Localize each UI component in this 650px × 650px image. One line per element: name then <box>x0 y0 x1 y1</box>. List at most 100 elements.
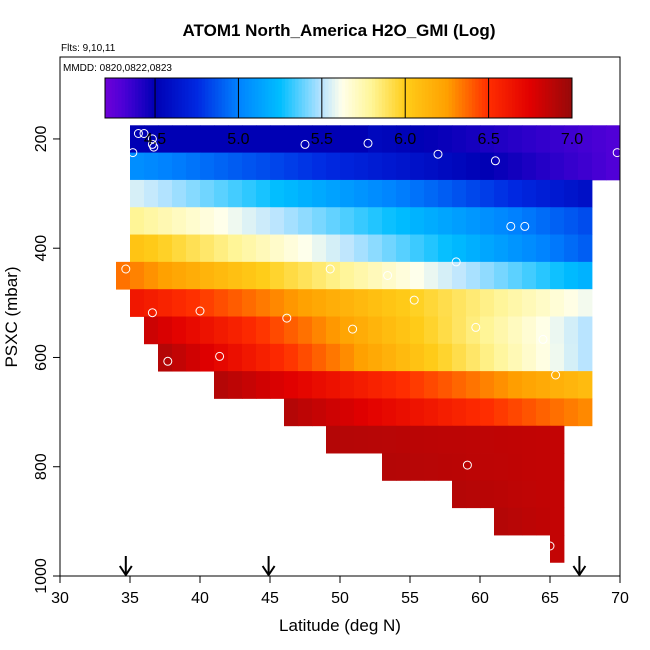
heatmap-cell <box>354 207 369 235</box>
heatmap-cell <box>424 289 439 317</box>
heatmap-cell <box>144 289 159 317</box>
colorbar-segment <box>228 78 233 118</box>
heatmap-cell <box>144 234 159 263</box>
heatmap-cell <box>508 207 523 235</box>
colorbar-segment <box>111 78 116 118</box>
heatmap-cell <box>186 261 201 290</box>
heatmap-cell <box>200 316 215 345</box>
heatmap-cell <box>214 316 229 345</box>
heatmap-cell <box>158 207 173 235</box>
data-point <box>612 148 622 158</box>
colorbar-segment <box>495 78 500 118</box>
heatmap-cell <box>438 453 453 481</box>
heatmap-cell <box>578 125 593 154</box>
data-point <box>282 313 292 323</box>
heatmap-cell <box>284 234 299 263</box>
heatmap-cell <box>550 207 565 235</box>
colorbar-segment <box>538 78 543 118</box>
heatmap-cell <box>382 316 397 345</box>
heatmap-cell <box>172 179 187 208</box>
observation-points <box>121 129 622 551</box>
heatmap-cell <box>396 289 411 317</box>
heatmap-cell <box>522 453 537 481</box>
heatmap-cell <box>410 371 425 399</box>
colorbar-segment <box>438 78 443 118</box>
heatmap-cell <box>242 289 257 317</box>
heatmap-cell <box>228 316 243 345</box>
heatmap-cell <box>326 234 341 263</box>
heatmap-cell <box>298 179 313 208</box>
heatmap-cell <box>578 371 593 399</box>
colorbar-segment <box>361 78 366 118</box>
y-axis: 200 400 600 800 1000 <box>33 126 60 594</box>
colorbar-segment <box>325 78 329 118</box>
heatmap-cell <box>494 371 509 399</box>
colorbar-segment <box>425 78 430 118</box>
heatmap-cell <box>172 289 187 317</box>
heatmap-cell <box>284 179 299 208</box>
heatmap-cell <box>284 316 299 345</box>
colorbar-segment <box>451 78 456 118</box>
colorbar-segment <box>511 78 516 118</box>
colorbar-segment <box>135 78 139 118</box>
y-tick-label: 800 <box>33 453 50 480</box>
heatmap-cell <box>256 179 271 208</box>
colorbar-segment <box>441 78 446 118</box>
heatmap-cell <box>536 207 551 235</box>
heatmap-cell <box>522 425 537 454</box>
heatmap-cell <box>536 289 551 317</box>
colorbar-segment <box>155 78 159 118</box>
colorbar-segment <box>381 78 386 118</box>
heatmap-cell <box>508 125 523 154</box>
heatmap-cell <box>242 343 257 372</box>
colorbar-segment <box>375 78 380 118</box>
heatmap-cell <box>522 152 537 181</box>
heatmap-cell <box>494 179 509 208</box>
heatmap-cell <box>354 289 369 317</box>
arrow-head <box>261 565 276 577</box>
heatmap-cell <box>354 261 369 290</box>
x-tick-label: 45 <box>261 590 279 607</box>
heatmap-cell <box>214 152 229 181</box>
colorbar-tick-label: 6.5 <box>477 131 499 148</box>
colorbar-segment <box>151 78 156 118</box>
heatmap-cell <box>242 371 257 399</box>
heatmap-cell <box>214 261 229 290</box>
heatmap-cell <box>312 289 327 317</box>
heatmap-cell <box>270 316 285 345</box>
heatmap-cell <box>382 453 397 481</box>
heatmap-cell <box>480 371 495 399</box>
heatmap-cell <box>508 480 523 509</box>
colorbar-segment <box>528 78 533 118</box>
heatmap-cell <box>130 207 145 235</box>
y-tick-label: 400 <box>33 235 50 262</box>
heatmap-cell <box>564 261 579 290</box>
heatmap-cell <box>284 371 299 399</box>
colorbar-segment <box>108 78 113 118</box>
heatmap-cell <box>200 234 215 263</box>
heatmap-cell <box>452 289 467 317</box>
heatmap-cell <box>550 343 565 372</box>
flight-arrows <box>118 556 587 577</box>
heatmap-cell <box>564 179 579 208</box>
colorbar-segment <box>515 78 520 118</box>
heatmap-cell <box>144 152 159 181</box>
heatmap-cell <box>172 234 187 263</box>
colorbar-tick-label: 4.5 <box>144 131 166 148</box>
colorbar-tick-label: 5.5 <box>311 131 333 148</box>
heatmap-cell <box>536 507 551 536</box>
colorbar-segment <box>271 78 276 118</box>
data-point <box>383 271 393 280</box>
heatmap-cell <box>606 152 621 181</box>
heatmap-cell <box>158 261 173 290</box>
data-point <box>471 322 481 332</box>
heatmap-cell <box>284 343 299 372</box>
heatmap-cell <box>368 425 383 454</box>
colorbar-segment <box>168 78 173 118</box>
heatmap-cell <box>284 261 299 290</box>
x-axis-label: Latitude (deg N) <box>279 616 401 635</box>
heatmap-cell <box>410 207 425 235</box>
x-tick-label: 60 <box>471 590 489 607</box>
heatmap-cell <box>354 234 369 263</box>
data-point <box>163 356 173 366</box>
